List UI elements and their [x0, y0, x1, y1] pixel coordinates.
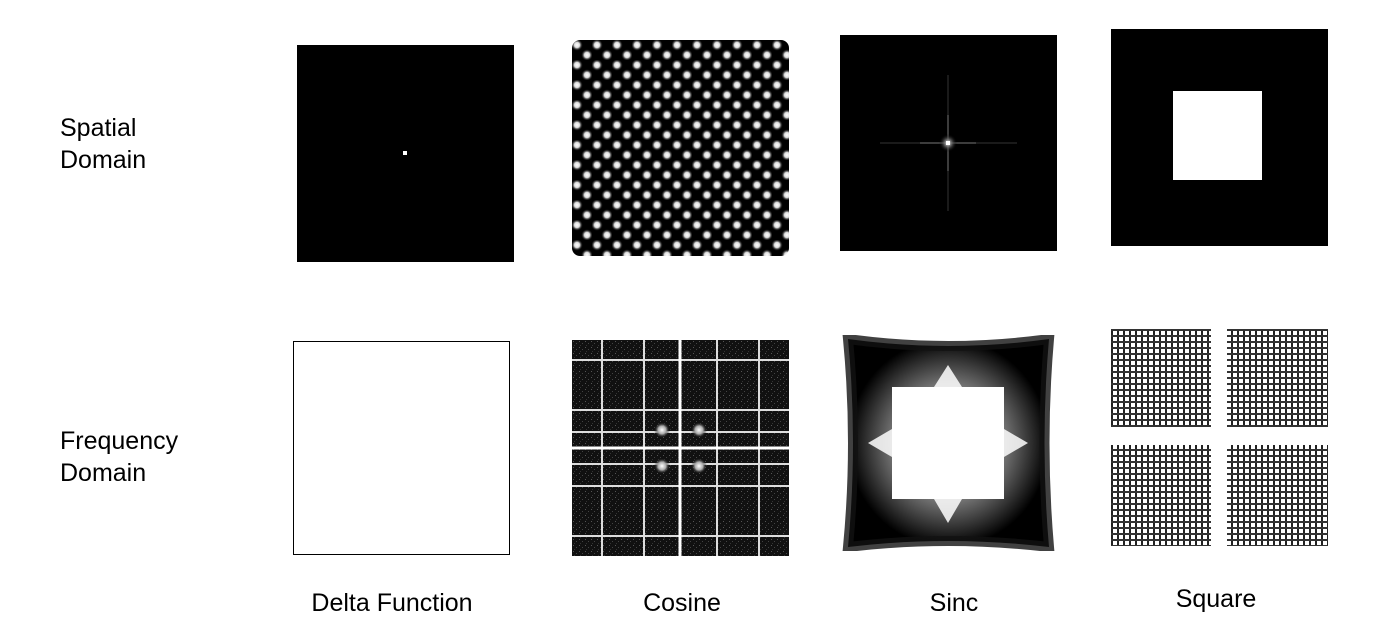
column-label-delta: Delta Function	[272, 588, 512, 618]
flat-spectrum-icon	[293, 341, 511, 556]
row-label-spatial: Spatial Domain	[60, 112, 146, 176]
cosine-dot-grid-icon	[572, 40, 789, 256]
square-pulse-icon	[1111, 29, 1328, 246]
rect-spectrum-icon	[840, 335, 1057, 551]
spatial-sinc-panel	[840, 35, 1057, 251]
sinc-spectrum-icon	[1111, 329, 1328, 546]
sinc-pattern-icon	[840, 35, 1057, 251]
frequency-delta-panel	[293, 341, 511, 556]
frequency-square-panel	[1111, 329, 1328, 546]
spatial-cosine-panel	[572, 40, 789, 256]
spatial-square-panel	[1111, 29, 1328, 246]
frequency-cosine-panel	[572, 340, 789, 556]
spatial-delta-panel	[297, 45, 514, 262]
cosine-spectrum-icon	[572, 340, 789, 556]
column-label-sinc: Sinc	[834, 588, 1074, 618]
column-label-square: Square	[1096, 584, 1336, 614]
frequency-sinc-panel	[840, 335, 1057, 551]
delta-point-icon	[297, 45, 514, 262]
row-label-frequency: Frequency Domain	[60, 425, 178, 489]
column-label-cosine: Cosine	[562, 588, 802, 618]
